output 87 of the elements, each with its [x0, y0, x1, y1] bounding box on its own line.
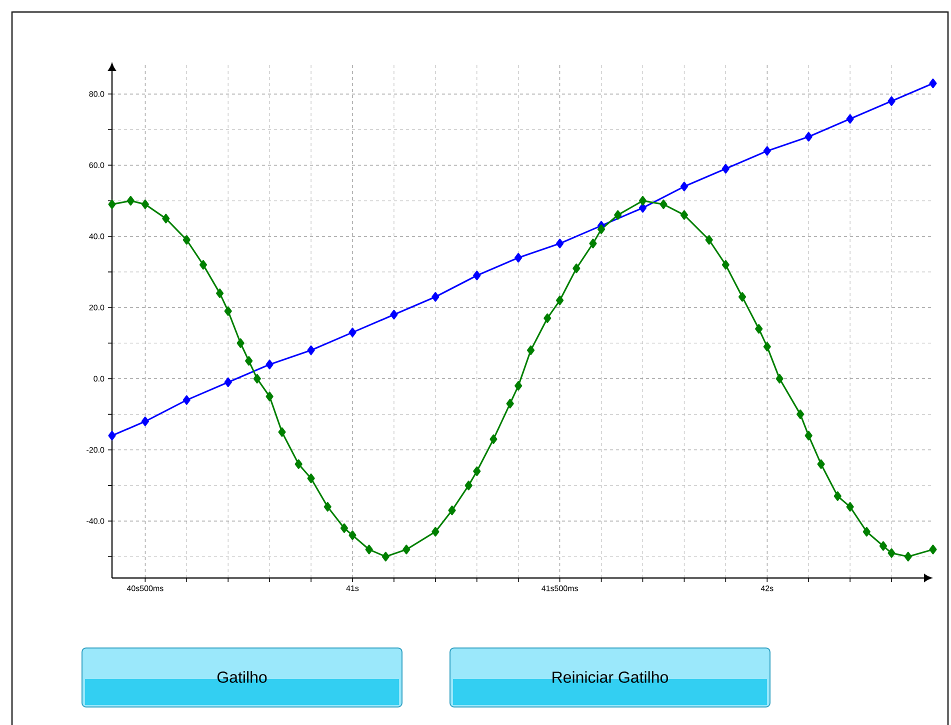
point: [490, 434, 498, 444]
point: [182, 235, 190, 245]
point: [432, 292, 440, 302]
point: [199, 260, 208, 270]
point: [390, 310, 398, 320]
point: [888, 548, 896, 558]
point: [266, 392, 274, 402]
point: [266, 360, 274, 370]
x-tick-label: 41s500ms: [542, 586, 578, 592]
point: [680, 182, 688, 192]
point: [862, 526, 870, 537]
point: [294, 459, 302, 469]
y-tick-label: 40.0: [89, 234, 104, 240]
point: [705, 235, 713, 245]
point: [556, 296, 564, 306]
point: [182, 395, 190, 405]
point: [526, 345, 535, 356]
point: [589, 238, 597, 248]
point: [614, 210, 622, 220]
point: [402, 544, 410, 554]
point: [597, 224, 606, 234]
point: [722, 164, 730, 174]
point: [473, 270, 481, 280]
point: [324, 502, 332, 512]
point: [162, 214, 170, 224]
point: [224, 306, 232, 316]
y-tick-label: -20.0: [86, 447, 104, 453]
point: [141, 416, 149, 426]
point: [348, 530, 356, 540]
point: [108, 430, 116, 440]
point: [544, 313, 552, 324]
point: [307, 474, 315, 484]
point: [929, 78, 937, 88]
point: [108, 200, 116, 210]
point: [888, 96, 896, 106]
y-tick-label: 20.0: [89, 304, 104, 310]
x-tick-label: 40s500ms: [126, 586, 164, 592]
point: [382, 552, 390, 562]
point: [448, 506, 456, 516]
point: [763, 146, 771, 156]
point: [348, 328, 356, 338]
point: [224, 377, 232, 388]
x-tick-label: 41s: [346, 586, 359, 592]
point: [236, 338, 244, 348]
y-tick-label: 80.0: [89, 91, 104, 97]
point: [216, 288, 224, 298]
point: [680, 210, 688, 220]
point: [796, 409, 804, 420]
point: [660, 200, 668, 210]
y-tick-label: 0.0: [94, 376, 104, 382]
point: [556, 238, 564, 248]
point: [126, 196, 134, 206]
point: [514, 381, 522, 391]
point: [846, 502, 854, 512]
point: [804, 132, 812, 142]
point: [638, 203, 647, 213]
y-tick-label: 60.0: [89, 162, 104, 168]
point: [755, 324, 763, 334]
text: Gatilho: [217, 671, 267, 683]
point: [763, 342, 771, 352]
point: [473, 466, 481, 476]
point: [846, 114, 854, 124]
point: [464, 480, 472, 490]
text: Reiniciar Gatilho: [552, 671, 668, 683]
point: [307, 345, 315, 356]
point: [804, 430, 812, 440]
point: [253, 374, 261, 384]
point: [738, 292, 746, 302]
point: [245, 356, 253, 366]
point: [432, 526, 440, 537]
point: [365, 544, 373, 554]
point: [904, 552, 912, 562]
point: [929, 544, 937, 554]
point: [722, 260, 730, 270]
point: [514, 252, 522, 263]
point: [340, 523, 348, 533]
point: [638, 196, 647, 206]
y-tick-label: -40.0: [86, 518, 104, 524]
x-tick-label: 42s: [760, 586, 774, 592]
point: [278, 427, 286, 437]
point: [817, 459, 825, 469]
point: [141, 200, 149, 210]
point: [834, 491, 842, 501]
point: [879, 541, 888, 551]
point: [572, 264, 580, 274]
point: [776, 374, 784, 384]
point: [506, 398, 514, 408]
